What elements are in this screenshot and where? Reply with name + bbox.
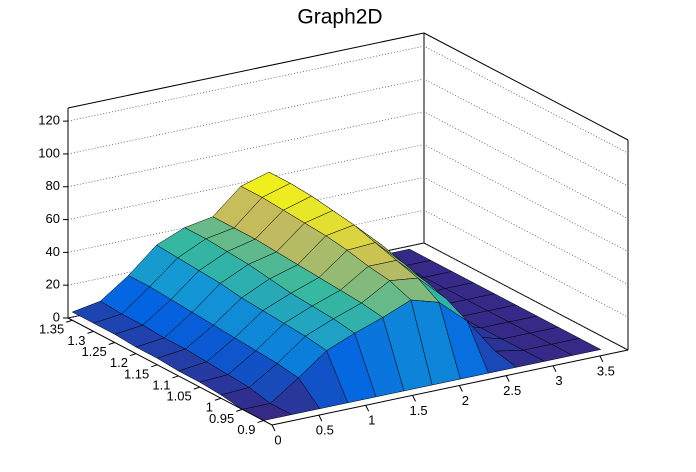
grid-line	[67, 209, 629, 318]
x-tick	[318, 414, 323, 422]
chart-title: Graph2D	[297, 6, 382, 29]
x-tick	[505, 375, 510, 382]
y-tick	[129, 353, 137, 357]
x-tick-label: 0.5	[316, 423, 334, 438]
y-tick-label: 1.05	[166, 389, 191, 404]
grid-line	[67, 144, 629, 252]
x-tick-label: 2.5	[503, 383, 521, 398]
grid-line	[67, 242, 629, 351]
y-tick	[236, 408, 243, 412]
grid-line	[67, 78, 629, 187]
box-edge	[67, 317, 273, 426]
x-tick	[552, 365, 557, 373]
x-tick-label: 3.5	[597, 363, 615, 378]
y-tick-label: 1.25	[81, 344, 106, 359]
box-edge	[423, 32, 629, 141]
y-tick	[66, 319, 73, 323]
x-tick-label: 1.5	[409, 403, 427, 418]
box-edge	[271, 349, 629, 426]
z-tick-label: 120	[38, 113, 60, 128]
y-tick-label: 1.15	[124, 366, 149, 381]
y-tick-label: 1	[206, 400, 213, 415]
y-tick	[193, 386, 200, 390]
y-tick-label: 1.1	[152, 377, 170, 392]
grid-line	[67, 45, 629, 154]
x-tick-label: 2	[462, 393, 469, 408]
y-tick-label: 1.2	[110, 355, 128, 370]
x-tick-label: 1	[368, 413, 375, 428]
z-tick-label: 100	[38, 145, 60, 160]
y-tick	[108, 342, 115, 345]
z-tick-label: 40	[46, 244, 60, 259]
x-tick	[365, 405, 370, 412]
x-tick	[412, 395, 416, 402]
y-tick	[257, 420, 264, 424]
y-tick-label: 0.9	[237, 422, 255, 437]
box-edge	[67, 32, 425, 109]
x-tick	[271, 424, 276, 432]
y-tick-label: 1.3	[67, 333, 85, 348]
x-tick-label: 0	[274, 432, 281, 447]
y-tick-label: 1.35	[39, 322, 64, 337]
y-tick	[172, 375, 179, 379]
y-tick	[151, 364, 158, 368]
z-tick-label: 80	[46, 178, 60, 193]
z-tick-label: 0	[53, 309, 60, 324]
z-tick-label: 60	[46, 211, 60, 226]
y-tick-label: 0.95	[209, 411, 234, 426]
x-tick	[599, 355, 604, 363]
z-tick-label: 20	[46, 277, 60, 292]
x-tick-label: 3	[555, 373, 562, 388]
x-tick	[458, 385, 463, 392]
y-tick	[87, 330, 94, 334]
grid-line	[67, 176, 629, 285]
grid-line	[67, 111, 629, 220]
y-tick	[214, 397, 222, 401]
